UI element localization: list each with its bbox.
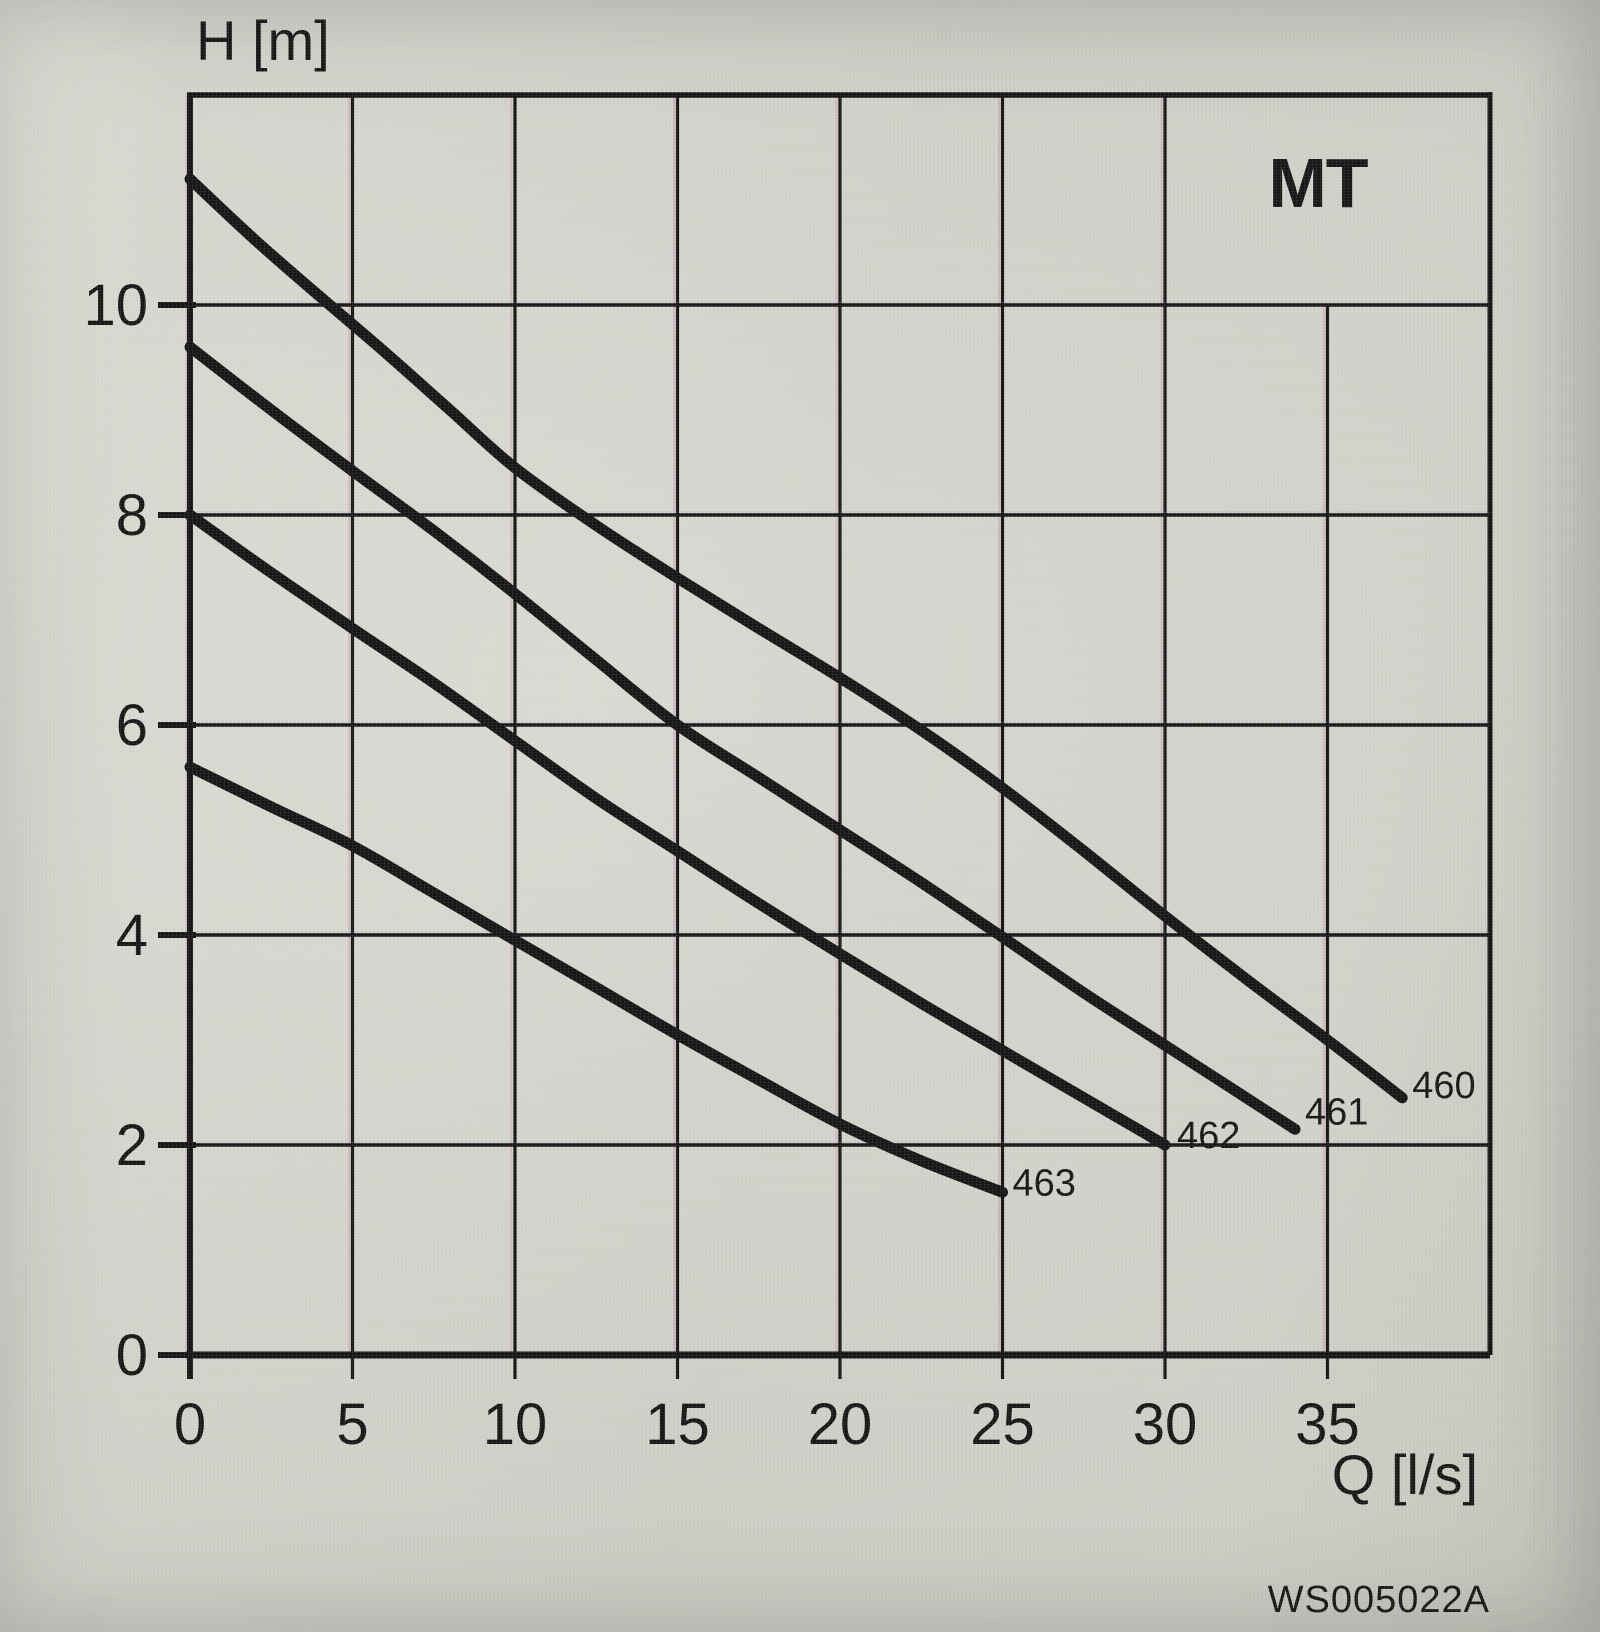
x-axis-label: Q [l/s] <box>1332 1443 1478 1506</box>
curve-layer: 460 461 462 463 <box>184 173 1476 1204</box>
tick-label-layer: 0 5 10 15 20 25 30 35 0 2 4 6 8 10 <box>83 273 1359 1457</box>
y-tick-label: 2 <box>116 1113 148 1178</box>
x-tick-label: 15 <box>645 1392 710 1457</box>
drawing-code: WS005022A <box>1268 1579 1490 1621</box>
pump-curve-462 <box>184 509 1171 1151</box>
series-family-label: MT <box>1268 144 1367 222</box>
curve-label-461: 461 <box>1305 1091 1368 1133</box>
pump-curve-463 <box>184 761 1008 1198</box>
pump-curve-460 <box>184 173 1408 1104</box>
grid-layer <box>158 92 1493 1379</box>
curve-label-463: 463 <box>1013 1162 1076 1204</box>
curve-label-462: 462 <box>1177 1115 1240 1157</box>
pump-curve-461 <box>184 341 1301 1135</box>
x-tick-label: 25 <box>970 1392 1035 1457</box>
y-tick-label: 10 <box>83 273 148 338</box>
x-tick-label: 35 <box>1295 1392 1360 1457</box>
y-axis-label: H [m] <box>196 9 330 72</box>
x-tick-label: 30 <box>1133 1392 1198 1457</box>
x-tick-label: 5 <box>336 1392 368 1457</box>
x-tick-label: 10 <box>483 1392 548 1457</box>
y-tick-label: 0 <box>116 1323 148 1388</box>
y-tick-label: 8 <box>116 483 148 548</box>
curve-label-460: 460 <box>1412 1065 1475 1107</box>
y-tick-label: 4 <box>116 903 148 968</box>
x-tick-label: 20 <box>808 1392 873 1457</box>
y-tick-label: 6 <box>116 693 148 758</box>
x-tick-label: 0 <box>174 1392 206 1457</box>
